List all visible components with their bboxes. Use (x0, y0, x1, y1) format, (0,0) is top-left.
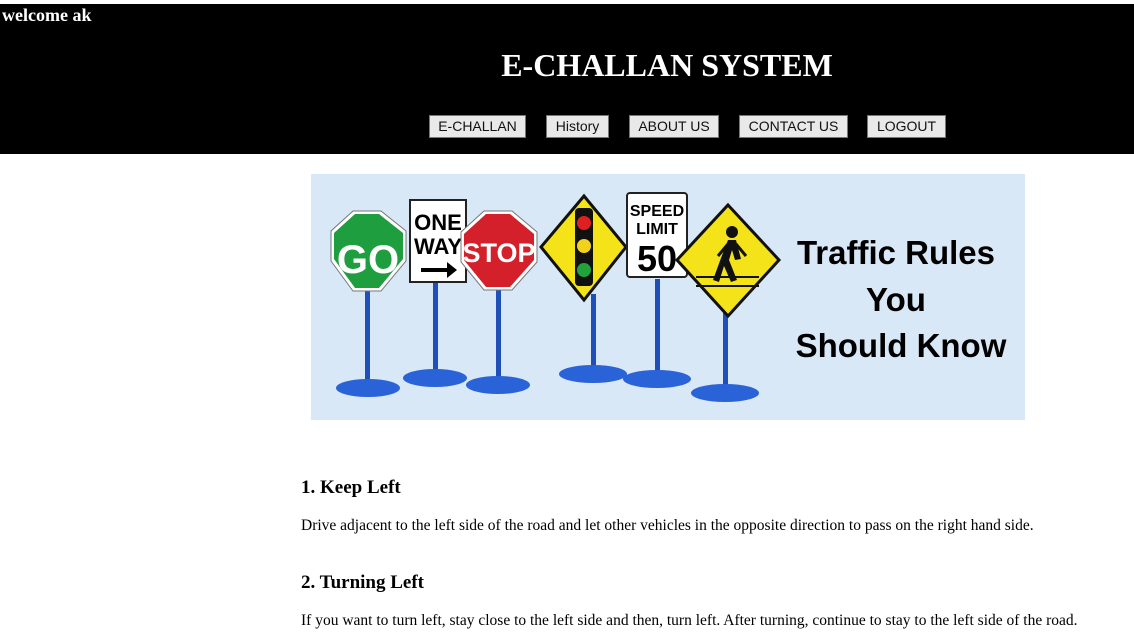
nav-logout-button[interactable]: LOGOUT (867, 115, 946, 138)
one-way-sign-pole (433, 279, 438, 374)
banner-text-line3: Should Know (796, 327, 1007, 364)
nav-contact-us-button[interactable]: CONTACT US (739, 115, 848, 138)
one-way-sign-text-top: ONE (414, 210, 462, 235)
pedestrian-sign-base (691, 384, 759, 402)
nav-history-button[interactable]: History (546, 115, 609, 138)
traffic-signs-illustration: GO ONE WAY STOP SPEED LIMIT 50 (330, 192, 1007, 402)
go-sign (334, 214, 403, 288)
site-header: welcome ak E-CHALLAN SYSTEM E-CHALLAN Hi… (0, 4, 1134, 154)
go-sign-text: GO (337, 238, 399, 282)
rule-text-turning-left: If you want to turn left, stay close to … (301, 612, 1078, 629)
speed-limit-sign-text-limit: LIMIT (636, 221, 678, 238)
go-sign-base (336, 379, 400, 397)
pedestrian-sign-pole (723, 309, 728, 389)
stop-sign (464, 214, 534, 287)
go-sign-pole (365, 289, 370, 384)
banner-text-line1: Traffic Rules (797, 234, 995, 271)
stop-sign-pole (496, 286, 501, 381)
one-way-sign-text-bottom: WAY (414, 234, 462, 259)
welcome-message: welcome ak (2, 5, 92, 25)
traffic-rules-banner: GO ONE WAY STOP SPEED LIMIT 50 (311, 174, 1025, 420)
stop-sign-base (466, 376, 530, 394)
speed-limit-sign-text-speed: SPEED (630, 203, 684, 220)
speed-limit-sign-value: 50 (637, 238, 677, 279)
rule-heading-keep-left: 1. Keep Left (301, 477, 401, 498)
stop-sign-text: STOP (462, 238, 535, 268)
rule-text-keep-left: Drive adjacent to the left side of the r… (301, 517, 1034, 534)
speed-limit-sign (626, 192, 688, 278)
speed-limit-sign-base (623, 370, 691, 388)
nav-echallan-button[interactable]: E-CHALLAN (429, 115, 526, 138)
signal-sign-pole (591, 294, 596, 369)
pedestrian-icon (696, 226, 759, 287)
nav-about-us-button[interactable]: ABOUT US (629, 115, 719, 138)
signal-sign-base (559, 365, 627, 383)
rule-heading-turning-left: 2. Turning Left (301, 572, 425, 593)
site-title: E-CHALLAN SYSTEM (501, 47, 833, 83)
arrow-right-icon (421, 262, 457, 278)
one-way-sign-base (403, 369, 467, 387)
speed-limit-sign-pole (655, 279, 660, 374)
banner-text-line2: You (866, 281, 926, 318)
